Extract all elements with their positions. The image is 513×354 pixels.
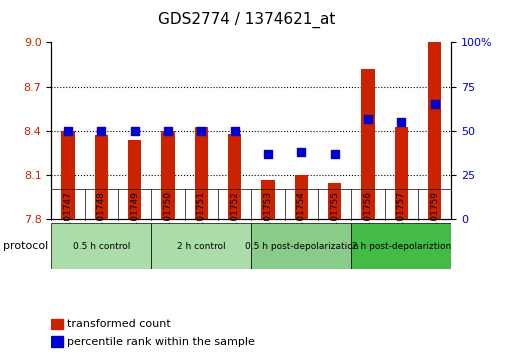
Point [230, 128, 239, 134]
Text: GSM101749: GSM101749 [130, 191, 139, 246]
Point [97, 128, 105, 134]
Bar [394, 126, 408, 219]
Point [330, 151, 339, 157]
Text: 2 h post-depolariztion: 2 h post-depolariztion [352, 241, 451, 251]
Text: GSM101757: GSM101757 [397, 191, 406, 246]
Text: 2 h control: 2 h control [177, 241, 226, 251]
Text: GSM101752: GSM101752 [230, 191, 239, 246]
Text: GSM101759: GSM101759 [430, 191, 439, 246]
Bar [294, 175, 308, 219]
FancyBboxPatch shape [351, 223, 451, 269]
Bar [161, 131, 174, 219]
Point [197, 128, 205, 134]
Text: percentile rank within the sample: percentile rank within the sample [67, 337, 255, 347]
Text: GSM101751: GSM101751 [197, 191, 206, 246]
Bar [328, 183, 341, 219]
Bar [361, 69, 374, 219]
Text: GSM101748: GSM101748 [97, 191, 106, 246]
Bar [428, 42, 441, 219]
Text: GSM101755: GSM101755 [330, 191, 339, 246]
Bar [261, 179, 274, 219]
Text: GSM101756: GSM101756 [364, 191, 372, 246]
Point [364, 116, 372, 121]
FancyBboxPatch shape [251, 223, 351, 269]
Bar [194, 126, 208, 219]
Bar [128, 140, 141, 219]
Text: GDS2774 / 1374621_at: GDS2774 / 1374621_at [157, 12, 335, 28]
Point [430, 102, 439, 107]
FancyBboxPatch shape [151, 223, 251, 269]
Point [130, 128, 139, 134]
Text: GSM101747: GSM101747 [64, 191, 72, 246]
Text: transformed count: transformed count [67, 319, 171, 329]
Point [164, 128, 172, 134]
Text: GSM101750: GSM101750 [164, 191, 172, 246]
Bar [94, 135, 108, 219]
Bar [62, 131, 75, 219]
Bar [51, 336, 63, 347]
Point [397, 119, 405, 125]
FancyBboxPatch shape [51, 223, 151, 269]
Bar [228, 134, 241, 219]
Text: GSM101754: GSM101754 [297, 191, 306, 246]
Text: 0.5 h post-depolarization: 0.5 h post-depolarization [245, 241, 358, 251]
Point [64, 128, 72, 134]
Text: protocol: protocol [3, 241, 48, 251]
Point [264, 151, 272, 157]
Point [297, 149, 305, 155]
Text: GSM101753: GSM101753 [264, 191, 272, 246]
Text: 0.5 h control: 0.5 h control [73, 241, 130, 251]
Bar [51, 319, 63, 329]
